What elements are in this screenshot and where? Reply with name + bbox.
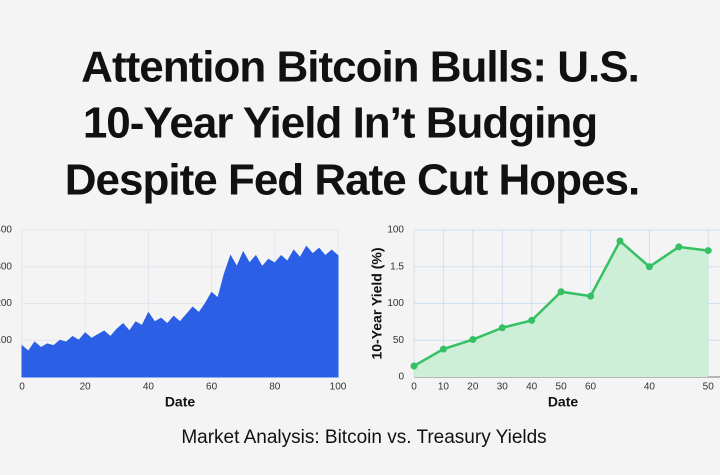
x-tick-label: 50 <box>556 382 568 393</box>
y-tick-label: 100 <box>387 225 404 236</box>
point <box>528 316 536 324</box>
x-tick-label: 30 <box>497 382 509 393</box>
point <box>645 263 653 271</box>
headline-line: Attention Bitcoin Bulls: U.S. <box>81 43 639 92</box>
point <box>439 345 447 353</box>
caption: Market Analysis: Bitcoin vs. Treasury Yi… <box>181 427 546 448</box>
area-fill <box>414 241 709 377</box>
point <box>704 247 712 255</box>
x-tick-label: 40 <box>644 382 656 393</box>
x-tick-label: 10 <box>438 382 450 393</box>
x-tick-label: 40 <box>143 382 155 393</box>
y-tick-label: 100 <box>387 298 404 309</box>
y-tick-label: 1.5 <box>390 261 404 272</box>
point <box>498 324 506 332</box>
x-axis-label: Date <box>165 394 196 410</box>
x-tick-label: 0 <box>19 382 25 393</box>
x-tick-label: 100 <box>330 382 347 393</box>
point <box>675 243 683 251</box>
headline-line: Despite Fed Rate Cut Hopes. <box>65 156 639 205</box>
point <box>587 292 595 300</box>
x-tick-label: 0 <box>411 382 417 393</box>
x-tick-label: 80 <box>269 382 281 393</box>
y-tick-label: 50 <box>393 335 405 346</box>
headline-line: 10-Year Yield In’t Budging <box>83 99 597 148</box>
x-tick-label: 40 <box>526 382 538 393</box>
x-tick-label: 50 <box>703 382 715 393</box>
point <box>469 336 477 344</box>
point <box>616 237 624 245</box>
y-tick-label: 300 <box>0 261 12 272</box>
x-axis-label: Date <box>548 394 579 410</box>
y-tick-label: 400 <box>0 225 12 236</box>
point <box>557 288 565 296</box>
y-tick-label: 0 <box>398 372 404 383</box>
x-tick-label: 20 <box>467 382 479 393</box>
y-axis-label: 10-Year Yield (%) <box>369 247 385 359</box>
y-tick-label: 200 <box>0 298 12 309</box>
point <box>410 362 418 370</box>
x-tick-label: 20 <box>80 382 92 393</box>
area <box>21 245 339 378</box>
x-tick-label: 60 <box>585 382 597 393</box>
x-tick-label: 60 <box>206 382 218 393</box>
y-tick-label: 100 <box>0 335 12 346</box>
